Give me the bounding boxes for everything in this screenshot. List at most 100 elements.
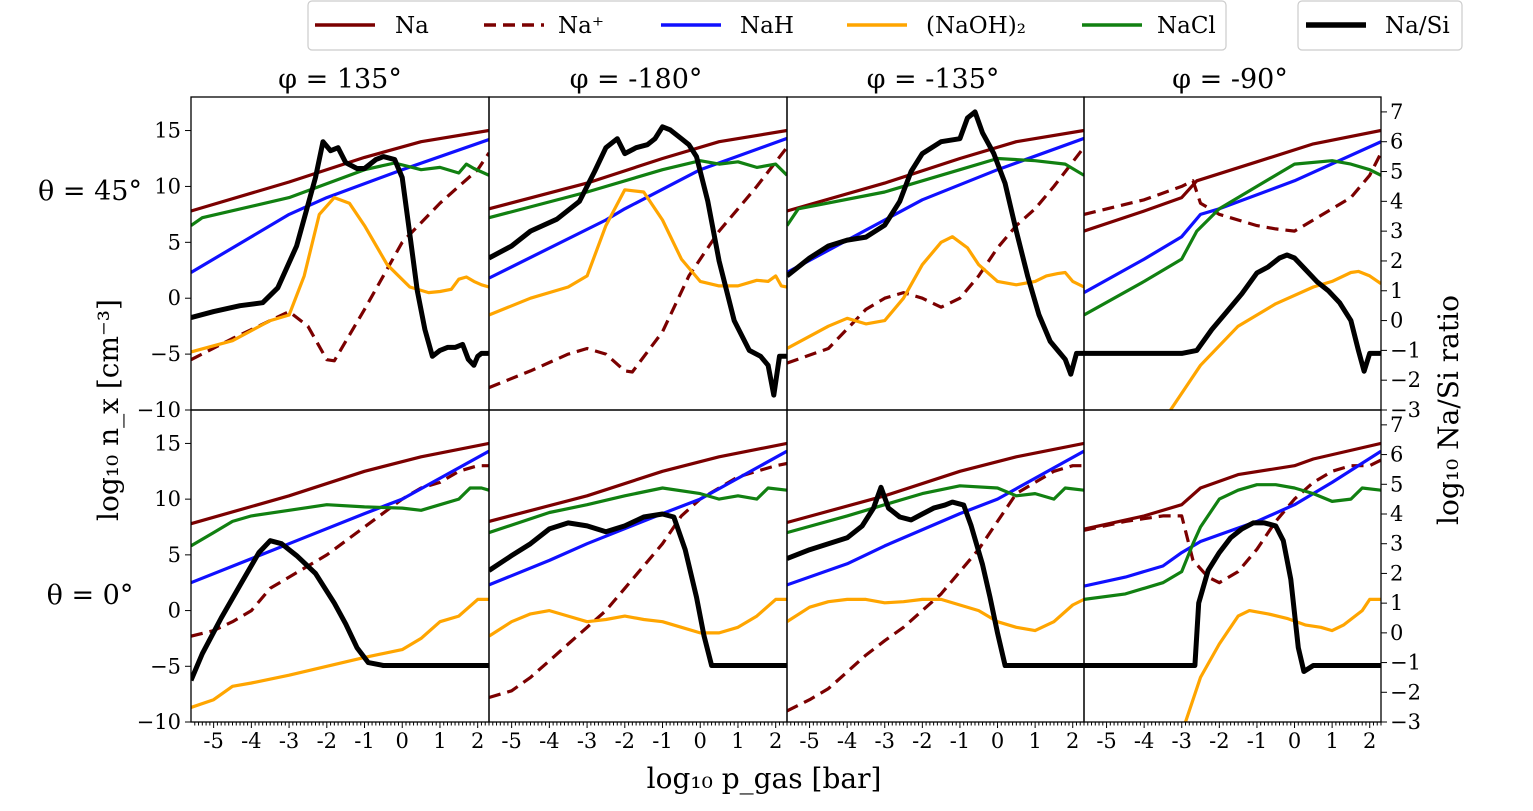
- y-right-tick-label: −2: [1390, 368, 1421, 392]
- y-right-tick-label: 1: [1390, 591, 1403, 615]
- x-tick-label: 2: [1066, 729, 1079, 753]
- series-nasi-line: [489, 511, 787, 668]
- x-tick-label: 0: [991, 729, 1004, 753]
- x-tick-label: 2: [1363, 729, 1376, 753]
- y-right-tick-label: −3: [1390, 710, 1421, 734]
- y-left-tick-label: 5: [168, 230, 181, 254]
- panel-frame: [1083, 409, 1382, 723]
- y-right-tick-label: −2: [1390, 680, 1421, 704]
- x-tick-label: -5: [501, 729, 521, 753]
- x-tick-label: -1: [1247, 729, 1267, 753]
- series-na-line: [787, 128, 1084, 213]
- x-tick-label: -3: [875, 729, 895, 753]
- x-tick-label: -4: [837, 729, 857, 753]
- panel-2: [488, 96, 788, 411]
- panel-1: −10 −5 0 5 10 15: [137, 96, 490, 422]
- legend-box: [307, 0, 1227, 51]
- y-axis-label-right: log₁₀ Na/Si ratio: [1432, 295, 1465, 525]
- series-nasi-line: [1084, 252, 1381, 374]
- x-tick-label: -1: [652, 729, 672, 753]
- series-naoh2-line: [191, 196, 489, 354]
- y-left-tick-label: 0: [168, 286, 181, 310]
- series-nacl-line: [1084, 159, 1381, 317]
- row-label-2: θ = 0°: [47, 580, 134, 611]
- column-title-2: φ = -180°: [570, 64, 703, 95]
- x-tick-label: -5: [1096, 729, 1116, 753]
- series-nah-line: [191, 449, 489, 585]
- series-nacl-line: [489, 159, 787, 220]
- panel-3: [786, 96, 1085, 411]
- series-nah-line: [787, 449, 1084, 587]
- y-axis-label-left: log₁₀ n_x [cm⁻³]: [92, 299, 125, 521]
- legend-box-ratio: [1297, 0, 1463, 51]
- panel-6: -5 -4 -3 -2 -1 0 1 2: [488, 409, 788, 753]
- series-nah-line: [489, 449, 787, 587]
- x-axis-label: log₁₀ p_gas [bar]: [647, 762, 882, 795]
- column-title-3: φ = -135°: [867, 64, 1000, 95]
- y-right-tick-label: 4: [1390, 189, 1403, 213]
- y-right-tick-label: 2: [1390, 561, 1403, 585]
- legend-label-4: (NaOH)₂: [926, 13, 1026, 39]
- x-tick-label: -2: [615, 729, 635, 753]
- x-tick-label: -2: [912, 729, 932, 753]
- y-right-tick-label: 3: [1390, 532, 1403, 556]
- x-tick-label: -1: [950, 729, 970, 753]
- legend-label-5: NaCl: [1157, 13, 1216, 39]
- legend-label-1: Na: [395, 13, 429, 39]
- panel-frame: [488, 96, 788, 411]
- series-nacl-line: [191, 161, 489, 227]
- series-na-line: [1084, 128, 1381, 233]
- y-right-tick-label: 6: [1390, 130, 1403, 154]
- y-left-tick-label: −10: [137, 398, 181, 422]
- series-nacl-line: [787, 156, 1084, 227]
- x-tick-label: -2: [1209, 729, 1229, 753]
- x-tick-label: 1: [1325, 729, 1338, 753]
- y-right-tick-label: −1: [1390, 338, 1421, 362]
- series-na-line: [489, 128, 787, 211]
- x-tick-label: 1: [1028, 729, 1041, 753]
- y-right-tick-label: 5: [1390, 472, 1403, 496]
- x-tick-label: -4: [1134, 729, 1154, 753]
- y-right-tick-label: 2: [1390, 249, 1403, 273]
- series-na-line: [1084, 441, 1381, 531]
- panel-7: -5 -4 -3 -2 -1 0 1 2: [786, 409, 1085, 753]
- row-label-1: θ = 45°: [38, 176, 142, 207]
- x-tick-label: -5: [799, 729, 819, 753]
- legend-label-2: Na⁺: [558, 13, 604, 39]
- series-naoh2-line: [787, 597, 1084, 633]
- y-right-tick-label: 0: [1390, 621, 1403, 645]
- x-tick-label: -1: [354, 729, 374, 753]
- column-title-1: φ = 135°: [278, 64, 402, 95]
- legend-label-ratio: Na/Si: [1385, 13, 1450, 39]
- series-na-line: [489, 146, 787, 390]
- series-nacl-line: [191, 486, 489, 548]
- series-nasi-line: [191, 538, 489, 682]
- x-tick-label: 0: [396, 729, 409, 753]
- series-na-line: [787, 441, 1084, 525]
- panel-frame: [1083, 96, 1382, 411]
- series-na-line: [1084, 152, 1381, 233]
- series-na-line: [1084, 458, 1381, 585]
- y-right-tick-label: 7: [1390, 413, 1403, 437]
- legend-items: Na Na⁺ NaH (NaOH)₂ NaCl Na/Si: [315, 13, 1450, 39]
- panel-4: −3 −2 −1 0 1 2 3 4 5 6 7: [1083, 96, 1421, 422]
- series-naoh2-line: [787, 235, 1084, 350]
- x-tick-label: -5: [203, 729, 223, 753]
- x-tick-label: -4: [539, 729, 559, 753]
- x-tick-label: -3: [1172, 729, 1192, 753]
- y-left-tick-label: 10: [154, 174, 181, 198]
- y-left-tick-label: 0: [168, 599, 181, 623]
- series-na-line: [489, 441, 787, 523]
- x-tick-label: 2: [471, 729, 484, 753]
- series-na-line: [191, 441, 489, 526]
- x-tick-label: -4: [241, 729, 261, 753]
- x-tick-label: 2: [769, 729, 782, 753]
- y-right-tick-label: −1: [1390, 651, 1421, 675]
- column-title-4: φ = -90°: [1172, 64, 1288, 95]
- y-left-tick-label: 5: [168, 543, 181, 567]
- series-nasi-line: [787, 484, 1084, 668]
- series-naoh2-line: [1183, 597, 1381, 722]
